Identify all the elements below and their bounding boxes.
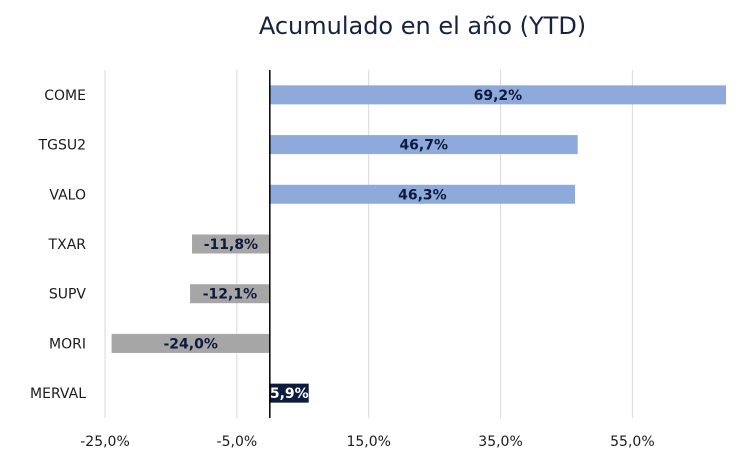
category-label-come: COME [44,88,86,104]
bar-come [269,85,726,105]
category-labels: COME TGSU2 VALO TXAR SUPV MORI MERVAL [30,88,86,402]
category-label-merval: MERVAL [30,386,86,402]
data-label-supv: -12,1% [203,287,257,303]
bar-valo [269,184,576,204]
x-tick-label: -5,0% [217,434,258,450]
bar-tgsu2 [269,135,578,155]
bar-supv [190,284,270,304]
data-label-merval: 5,9% [270,386,309,402]
data-label-tgsu2: 46,7% [399,138,448,154]
data-label-txar: -11,8% [204,237,258,253]
data-label-valo: 46,3% [398,187,447,203]
bars [111,85,726,403]
category-label-tgsu2: TGSU2 [38,138,86,154]
data-label-come: 69,2% [474,88,523,104]
data-labels: 69,2% 46,7% 46,3% -11,8% -12,1% -24,0% 5,9% [164,88,523,402]
x-tick-label: 35,0% [478,434,522,450]
category-label-txar: TXAR [48,237,87,253]
x-tick-label: -25,0% [80,434,130,450]
data-label-mori: -24,0% [164,336,218,352]
x-tick-label: 15,0% [346,434,390,450]
x-tick-labels: -25,0% -5,0% 15,0% 35,0% 55,0% [80,434,654,450]
x-tick-label: 55,0% [610,434,654,450]
category-label-mori: MORI [49,336,86,352]
bar-merval [269,383,309,403]
bar-txar [192,234,270,254]
category-label-supv: SUPV [49,287,87,303]
gridlines [104,70,633,418]
bar-mori [111,333,270,353]
chart-title: Acumulado en el año (YTD) [258,12,587,40]
category-label-valo: VALO [49,187,86,203]
